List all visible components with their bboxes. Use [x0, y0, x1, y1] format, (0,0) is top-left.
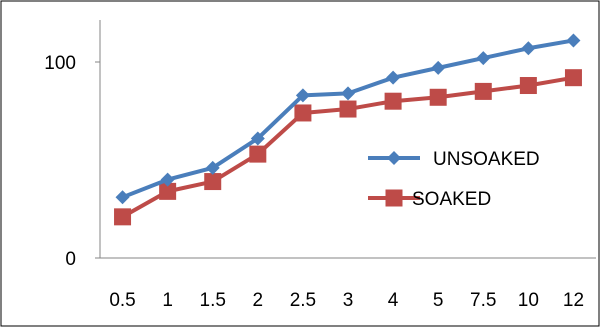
series-unsoaked	[115, 33, 581, 205]
data-point-soaked	[159, 182, 177, 200]
x-tick-label: 7.5	[470, 290, 496, 311]
y-tick-label: 100	[44, 53, 76, 74]
data-point-soaked	[204, 173, 222, 191]
x-tick-label: 5	[433, 290, 444, 311]
data-point-soaked	[564, 69, 582, 87]
data-point-soaked	[114, 208, 132, 226]
data-point-soaked	[294, 104, 312, 122]
x-tick-label: 10	[518, 290, 539, 311]
x-tick-label: 1	[162, 290, 173, 311]
legend-label-unsoaked: UNSOAKED	[433, 149, 540, 170]
data-point-soaked	[339, 100, 357, 118]
series-layer	[114, 33, 582, 226]
data-point-unsoaked	[250, 131, 265, 146]
series-soaked	[114, 69, 582, 226]
legend-label-soaked: SOAKED	[412, 189, 491, 210]
legend-marker-soaked	[385, 189, 403, 207]
data-point-unsoaked	[476, 51, 491, 66]
axes: 0 100 0.5 1 1.5 2 2.5 3 4 5 7.5 10 12	[44, 20, 596, 311]
data-point-unsoaked	[115, 190, 130, 205]
data-point-unsoaked	[341, 86, 355, 101]
data-point-unsoaked	[521, 41, 536, 56]
legend-item-soaked: SOAKED	[368, 189, 491, 210]
x-tick-label: 3	[343, 290, 354, 311]
x-tick-label: 1.5	[200, 290, 226, 311]
legend-item-unsoaked: UNSOAKED	[368, 149, 540, 170]
x-tick-label: 0.5	[109, 290, 135, 311]
x-tick-label: 2	[253, 290, 264, 311]
data-point-soaked	[249, 145, 267, 163]
data-point-unsoaked	[205, 160, 220, 175]
data-point-unsoaked	[431, 60, 446, 75]
data-point-unsoaked	[295, 88, 310, 103]
legend: UNSOAKED SOAKED	[368, 149, 540, 210]
data-point-soaked	[474, 82, 492, 100]
y-tick-label: 0	[65, 249, 76, 270]
x-tick-label: 4	[388, 290, 399, 311]
data-point-soaked	[384, 92, 402, 110]
x-tick-label: 12	[563, 290, 584, 311]
data-point-soaked	[519, 77, 537, 95]
data-point-unsoaked	[386, 70, 401, 85]
legend-marker-unsoaked	[387, 151, 401, 165]
data-point-unsoaked	[160, 172, 175, 187]
data-point-soaked	[429, 88, 447, 106]
data-point-unsoaked	[566, 33, 581, 48]
x-tick-label: 2.5	[290, 290, 316, 311]
